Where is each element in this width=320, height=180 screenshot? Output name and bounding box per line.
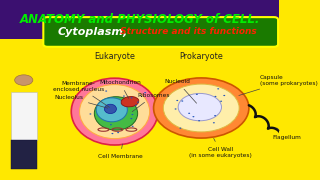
Ellipse shape <box>223 95 225 96</box>
Text: ANATOMY and PHYSIOLOGY of CELL.: ANATOMY and PHYSIOLOGY of CELL. <box>20 13 260 26</box>
Text: Cytoplasm,: Cytoplasm, <box>57 27 128 37</box>
Text: Prokaryote: Prokaryote <box>179 52 223 61</box>
Text: Eukaryote: Eukaryote <box>94 52 135 61</box>
Ellipse shape <box>188 113 190 114</box>
Ellipse shape <box>131 97 132 98</box>
Ellipse shape <box>135 105 137 106</box>
Ellipse shape <box>111 133 113 134</box>
Ellipse shape <box>176 100 178 101</box>
Ellipse shape <box>79 85 150 139</box>
Ellipse shape <box>144 92 146 93</box>
Ellipse shape <box>105 90 107 92</box>
Ellipse shape <box>180 128 181 129</box>
Text: Mitochondrion: Mitochondrion <box>99 80 141 98</box>
Ellipse shape <box>192 116 195 117</box>
Ellipse shape <box>217 88 219 89</box>
Text: Cell Wall
(in some eukaryotes): Cell Wall (in some eukaryotes) <box>189 138 252 158</box>
Ellipse shape <box>110 124 112 125</box>
Ellipse shape <box>15 75 33 85</box>
Text: Flagellum: Flagellum <box>272 128 301 140</box>
Ellipse shape <box>123 95 125 97</box>
FancyBboxPatch shape <box>0 0 279 39</box>
Ellipse shape <box>214 96 216 97</box>
FancyBboxPatch shape <box>11 140 37 169</box>
Ellipse shape <box>94 97 138 130</box>
Ellipse shape <box>104 104 116 114</box>
Ellipse shape <box>117 132 119 133</box>
Ellipse shape <box>198 120 200 121</box>
Ellipse shape <box>220 101 222 102</box>
Ellipse shape <box>163 84 239 132</box>
Ellipse shape <box>121 96 139 107</box>
Ellipse shape <box>132 114 133 115</box>
Text: Ribosomes: Ribosomes <box>132 93 170 112</box>
Ellipse shape <box>96 98 127 122</box>
Ellipse shape <box>214 115 216 116</box>
Text: Nucleoid: Nucleoid <box>164 79 196 103</box>
FancyBboxPatch shape <box>11 92 37 140</box>
Ellipse shape <box>154 78 249 138</box>
Text: Cell Membrane: Cell Membrane <box>98 144 142 159</box>
Ellipse shape <box>181 100 183 102</box>
Ellipse shape <box>196 94 198 95</box>
Ellipse shape <box>213 122 215 123</box>
Ellipse shape <box>178 93 221 121</box>
Ellipse shape <box>130 118 132 119</box>
Ellipse shape <box>175 108 177 110</box>
Ellipse shape <box>90 113 92 115</box>
Ellipse shape <box>137 102 139 103</box>
Text: Membrane-
enclosed nucleus: Membrane- enclosed nucleus <box>52 81 109 107</box>
Ellipse shape <box>132 126 134 127</box>
Text: Nucleolus: Nucleolus <box>54 95 108 108</box>
Text: Structure and its functions: Structure and its functions <box>117 28 257 36</box>
Text: Capsule
(some prokaryotes): Capsule (some prokaryotes) <box>239 75 318 95</box>
Ellipse shape <box>71 78 158 145</box>
FancyBboxPatch shape <box>43 17 278 47</box>
